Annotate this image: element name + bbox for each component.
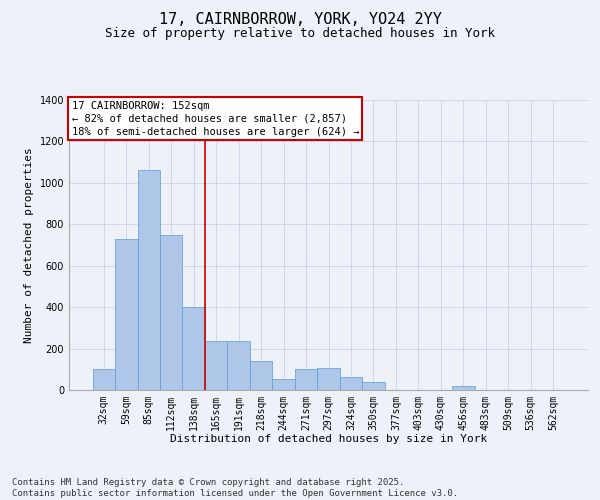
X-axis label: Distribution of detached houses by size in York: Distribution of detached houses by size … (170, 434, 487, 444)
Bar (137, 170, 160, 390)
Bar (272, 378, 295, 390)
Bar (115, 239, 137, 390)
Text: 17 CAIRNBORROW: 152sqm
← 82% of detached houses are smaller (2,857)
18% of semi-: 17 CAIRNBORROW: 152sqm ← 82% of detached… (71, 100, 359, 137)
Bar (92, 370, 115, 390)
Text: Contains HM Land Registry data © Crown copyright and database right 2025.
Contai: Contains HM Land Registry data © Crown c… (12, 478, 458, 498)
Bar (362, 382, 385, 390)
Text: Size of property relative to detached houses in York: Size of property relative to detached ho… (105, 28, 495, 40)
Bar (227, 342, 250, 390)
Bar (452, 386, 475, 390)
Bar (182, 307, 205, 390)
Bar (317, 368, 340, 390)
Bar (160, 234, 182, 390)
Bar (340, 376, 362, 390)
Y-axis label: Number of detached properties: Number of detached properties (24, 147, 34, 343)
Bar (250, 361, 272, 390)
Bar (295, 370, 317, 390)
Text: 17, CAIRNBORROW, YORK, YO24 2YY: 17, CAIRNBORROW, YORK, YO24 2YY (158, 12, 442, 28)
Bar (205, 342, 227, 390)
